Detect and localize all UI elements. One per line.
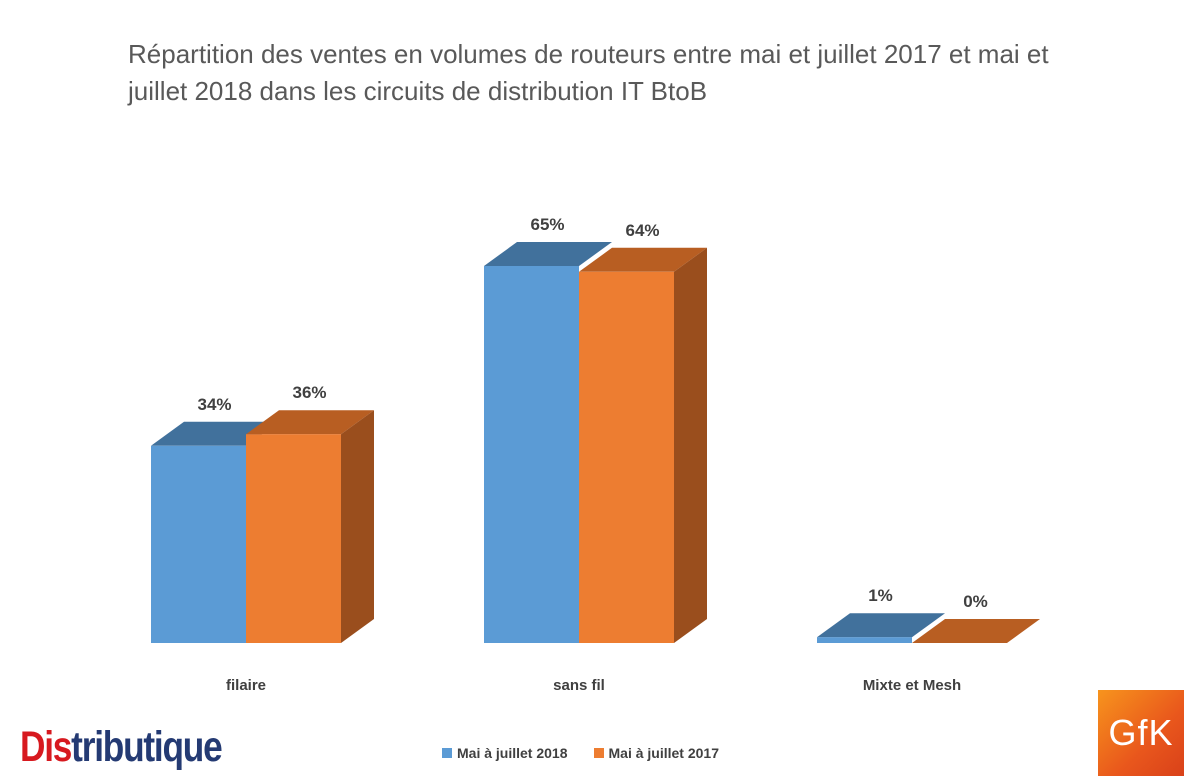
distributique-logo: Distributique	[20, 723, 223, 771]
distributique-logo-red: Dis	[20, 723, 72, 771]
data-label-sans-fil-2018: 65%	[530, 215, 564, 234]
data-label-filaire-2018: 34%	[197, 395, 231, 414]
bar-filaire-2018	[151, 445, 246, 643]
category-label-mixte-mesh: Mixte et Mesh	[863, 677, 961, 694]
legend-swatch-2017	[593, 748, 604, 758]
data-label-sans-fil-2017: 64%	[625, 221, 659, 240]
category-label-filaire: filaire	[226, 677, 266, 694]
bar-top-filaire-2017	[246, 410, 374, 435]
bar-top-sans-fil-2017	[579, 247, 707, 272]
bar-mixte-mesh-2018	[817, 637, 912, 643]
category-label-sans-fil: sans fil	[553, 677, 605, 694]
bar-sans-fil-2017	[579, 271, 674, 643]
legend-item-2018: Mai à juillet 2018	[442, 745, 568, 761]
bar-side-filaire-2017	[341, 410, 374, 643]
data-label-mixte-mesh-2018: 1%	[868, 586, 893, 605]
legend-label-2017: Mai à juillet 2017	[608, 745, 720, 761]
bar-top-sans-fil-2018	[484, 242, 612, 266]
data-label-filaire-2017: 36%	[292, 383, 326, 402]
bar-side-sans-fil-2017	[674, 247, 707, 644]
gfk-logo: GfK	[1098, 690, 1184, 776]
bar-filaire-2017	[246, 434, 341, 643]
bar-sans-fil-2018	[484, 266, 579, 643]
chart-legend: Mai à juillet 2018 Mai à juillet 2017	[442, 745, 719, 761]
chart-title: Répartition des ventes en volumes de rou…	[128, 39, 1049, 106]
legend-item-2017: Mai à juillet 2017	[593, 745, 720, 761]
data-label-mixte-mesh-2017: 0%	[963, 592, 988, 611]
legend-label-2018: Mai à juillet 2018	[457, 745, 568, 761]
bar-top-mixte-mesh-2017	[912, 619, 1040, 643]
bar-top-mixte-mesh-2018	[817, 613, 945, 638]
distributique-logo-blue: tributique	[71, 723, 222, 771]
legend-swatch-2018	[442, 748, 452, 758]
